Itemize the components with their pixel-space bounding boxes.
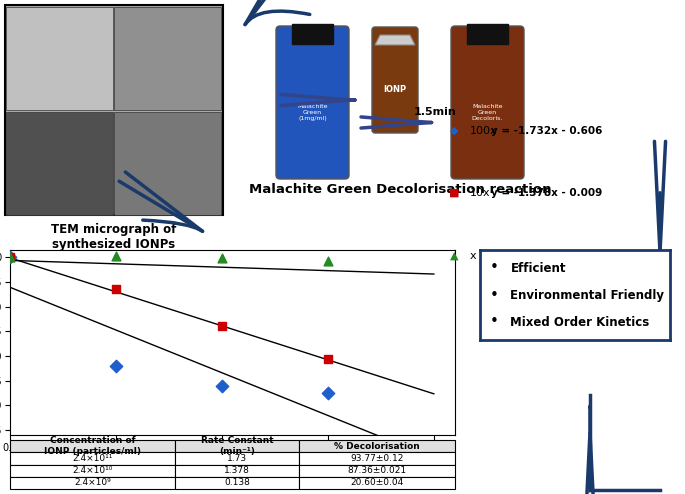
Text: 2.4×10¹¹: 2.4×10¹¹	[72, 454, 112, 463]
Text: Malachite
Green
Decoloris.: Malachite Green Decoloris.	[472, 104, 503, 121]
Point	[216, 382, 227, 390]
Bar	[299, 477, 455, 489]
FancyBboxPatch shape	[372, 27, 418, 133]
Text: y = -1.732x - 0.606: y = -1.732x - 0.606	[491, 126, 602, 136]
Text: Environmental Friendly: Environmental Friendly	[510, 288, 664, 301]
Bar	[292, 24, 333, 44]
Text: ■: ■	[449, 188, 460, 198]
Bar	[299, 464, 455, 477]
Text: 87.36±0.021: 87.36±0.021	[347, 466, 407, 475]
Text: Rate Constant
(min⁻¹): Rate Constant (min⁻¹)	[201, 437, 273, 456]
Text: Malachite
Green
(1mg/ml): Malachite Green (1mg/ml)	[297, 104, 327, 121]
Bar	[10, 464, 175, 477]
Point	[110, 362, 121, 370]
Polygon shape	[375, 35, 415, 45]
Point	[216, 254, 227, 262]
Bar	[175, 464, 299, 477]
Bar	[175, 477, 299, 489]
Bar	[5, 5, 223, 215]
Text: % Decolorisation: % Decolorisation	[334, 442, 420, 451]
Text: y = -1.378x - 0.009: y = -1.378x - 0.009	[491, 188, 602, 198]
Point	[323, 257, 334, 265]
Bar	[175, 453, 299, 464]
Text: Efficient: Efficient	[510, 261, 566, 275]
Text: 2.4×10⁹: 2.4×10⁹	[74, 478, 111, 488]
Text: Malachite Green Decolorisation reaction: Malachite Green Decolorisation reaction	[249, 183, 551, 196]
Text: 93.77±0.12: 93.77±0.12	[351, 454, 404, 463]
Text: 10x: 10x	[470, 188, 490, 198]
Point	[110, 252, 121, 260]
Point	[323, 389, 334, 397]
Bar	[299, 440, 455, 453]
Point	[5, 253, 16, 261]
Bar	[114, 7, 221, 110]
Text: 1.5min: 1.5min	[414, 108, 456, 118]
Text: Concentration of
IONP (particles/ml): Concentration of IONP (particles/ml)	[44, 437, 141, 456]
Point	[110, 286, 121, 293]
Point	[5, 253, 16, 261]
Bar	[175, 440, 299, 453]
Text: 100x: 100x	[470, 126, 497, 136]
Text: IONP: IONP	[384, 85, 407, 94]
Bar	[6, 112, 113, 215]
Text: 1.378: 1.378	[224, 466, 250, 475]
FancyBboxPatch shape	[451, 26, 524, 179]
Text: y = -0.138x - 0.061: y = -0.138x - 0.061	[491, 251, 602, 261]
Bar	[10, 453, 175, 464]
Text: •: •	[490, 260, 499, 276]
Bar	[6, 7, 113, 110]
Text: 0.138: 0.138	[224, 478, 250, 488]
Point	[5, 253, 16, 261]
Text: 1.73: 1.73	[227, 454, 247, 463]
Text: •: •	[490, 315, 499, 329]
Bar	[10, 440, 175, 453]
Text: TEM micrograph of
synthesized IONPs: TEM micrograph of synthesized IONPs	[51, 223, 177, 251]
Text: 20.60±0.04: 20.60±0.04	[351, 478, 403, 488]
Text: Mixed Order Kinetics: Mixed Order Kinetics	[510, 316, 649, 329]
Text: ◆: ◆	[450, 126, 458, 136]
Text: •: •	[490, 288, 499, 302]
Bar	[114, 112, 221, 215]
Text: ▲: ▲	[450, 251, 458, 261]
Point	[216, 323, 227, 330]
Bar	[467, 24, 508, 44]
Bar	[10, 477, 175, 489]
X-axis label: Time (min): Time (min)	[199, 455, 266, 465]
Bar	[299, 453, 455, 464]
FancyBboxPatch shape	[276, 26, 349, 179]
Point	[323, 355, 334, 363]
Text: 2.4×10¹⁰: 2.4×10¹⁰	[72, 466, 112, 475]
Text: x: x	[470, 251, 477, 261]
